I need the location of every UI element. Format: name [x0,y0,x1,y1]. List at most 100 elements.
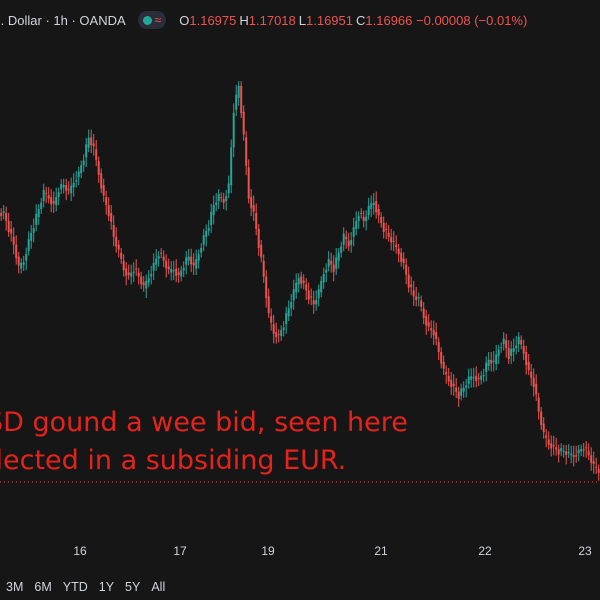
candle-body [532,377,535,387]
candle-body [12,236,15,245]
candle-body [20,263,23,269]
candle-body [240,85,243,114]
range-button-1y[interactable]: 1Y [98,580,115,594]
candle-body [327,259,330,267]
candle-body [350,240,353,245]
candle-body [490,359,493,364]
candle-body [167,266,170,270]
candle-body [487,359,490,366]
candle-body [337,252,340,261]
candle-body [390,236,393,243]
candle-body [215,202,218,206]
candle-body [422,308,425,318]
candle-body [302,280,305,283]
range-button-5y[interactable]: 5Y [125,580,141,594]
candle-body [80,165,83,174]
range-button-all[interactable]: All [151,580,166,594]
candle-body [195,259,198,269]
candle-body [165,260,168,269]
candle-body [455,387,458,392]
candle-body [42,189,45,202]
candle-body [315,299,318,305]
candle-body [575,455,578,457]
candle-body [287,308,290,317]
candle-body [70,185,73,194]
candle-body [427,322,430,327]
candle-body [130,272,133,277]
candle-body [567,452,570,454]
candle-body [345,236,348,240]
candle-body [392,240,395,242]
candle-body [587,451,590,456]
time-tick-16: 16 [73,544,87,558]
candle-body [507,348,510,360]
candle-body [295,282,298,293]
candle-body [430,328,433,331]
candle-body [292,289,295,301]
candle-body [535,383,538,395]
candle-body [522,346,525,354]
candle-body [57,192,60,198]
candle-body [110,212,113,222]
indicator-toggle-pill[interactable]: ≈ [137,11,167,29]
candle-body [305,284,308,291]
candle-body [102,185,105,196]
candle-body [0,212,3,217]
candle-body [577,449,580,454]
ohlc-value-h: 1.17018 [248,12,296,28]
range-button-3m[interactable]: 3M [6,580,24,594]
candle-body [370,203,373,210]
candle-body [177,272,180,275]
candle-body [547,439,550,445]
candle-body [410,284,413,288]
candle-body [175,268,178,276]
candle-body [192,262,195,266]
range-button-ytd[interactable]: YTD [62,580,88,594]
time-axis[interactable]: 16 17 19 21 22 23 [0,534,600,564]
symbol-label[interactable]: S. Dollar · 1h · OANDA [0,12,126,28]
candle-body [65,185,68,191]
candle-body [407,274,410,288]
candle-body [50,197,53,205]
candle-body [100,173,103,189]
time-tick-22: 22 [478,544,492,558]
candle-body [282,327,285,331]
candle-body [375,201,378,213]
candle-body [325,269,328,273]
candle-body [320,280,323,293]
candle-body [15,244,18,259]
candle-body [135,268,138,270]
candle-body [32,228,35,233]
candle-body [560,448,563,452]
candle-body [520,340,523,345]
candle-body [87,137,90,148]
candle-body [222,199,225,203]
candle-body [450,379,453,387]
candle-body [505,340,508,349]
candle-body [190,256,193,265]
candle-body [352,227,355,237]
candle-body [95,149,98,160]
candle-body [530,371,533,378]
candle-body [85,144,88,158]
candle-body [132,271,135,273]
candle-body [272,324,275,334]
candle-body [7,220,10,233]
candle-body [290,301,293,309]
candle-body [307,290,310,300]
candle-body [257,228,260,248]
candle-body [322,274,325,283]
chart-annotation-text: SD gound a wee bid, seen here flected in… [0,404,408,480]
candle-body [317,289,320,299]
range-selector: 3M 6M YTD 1Y 5Y All [0,574,600,600]
candle-body [492,360,495,362]
range-button-6m[interactable]: 6M [34,580,52,594]
candle-body [377,209,380,216]
candle-body [585,447,588,449]
candle-body [357,216,360,221]
candle-body [420,300,423,307]
candle-body [260,244,263,258]
candle-body [275,332,278,338]
time-tick-19: 19 [261,544,275,558]
